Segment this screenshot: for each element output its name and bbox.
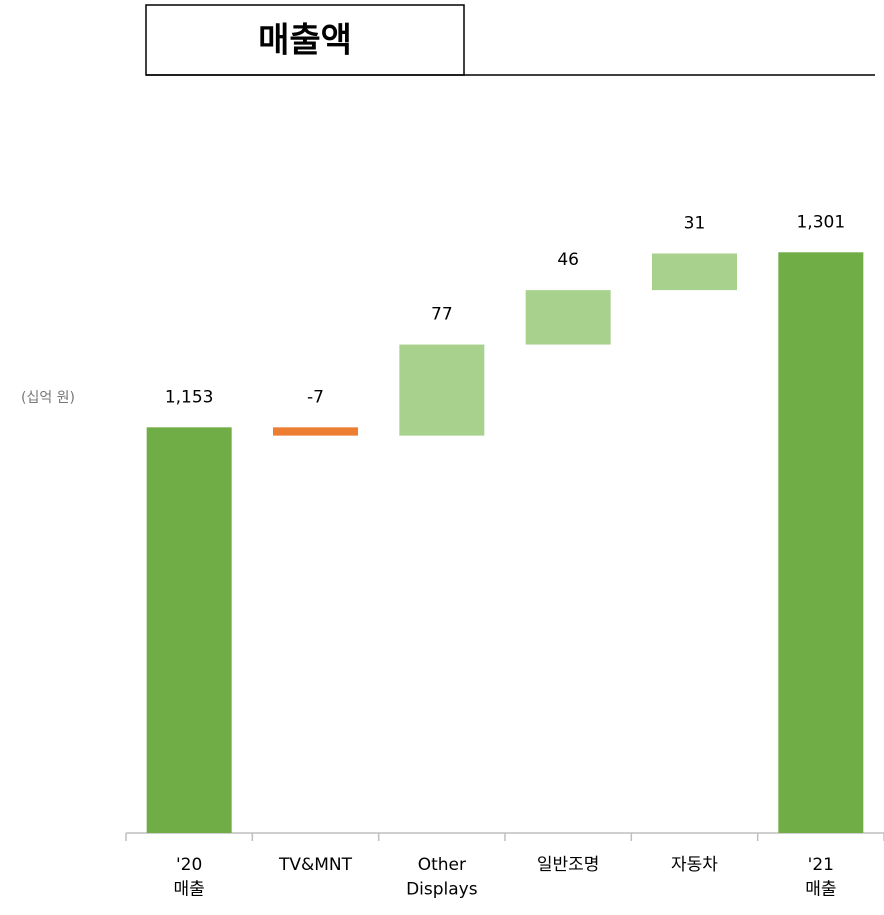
value-label: -7	[307, 387, 324, 407]
value-label: 77	[431, 305, 453, 325]
x-tick-label: TV&MNT	[278, 855, 353, 875]
bar	[146, 427, 232, 833]
bar	[778, 252, 864, 833]
unit-label: (십억 원)	[21, 390, 75, 406]
value-label: 1,301	[796, 212, 845, 232]
value-label: 46	[557, 250, 579, 270]
bar	[652, 253, 737, 291]
value-label: 31	[684, 213, 706, 233]
bar	[399, 344, 485, 436]
chart-title: 매출액	[258, 21, 352, 61]
bar	[273, 427, 358, 436]
x-tick-label: 일반조명	[537, 855, 600, 875]
value-label: 1,153	[165, 387, 214, 407]
bar	[525, 290, 611, 345]
x-tick-label: 자동차	[671, 855, 718, 875]
x-tick-label: '20 매출	[174, 855, 205, 900]
x-tick-label: '21 매출	[805, 855, 836, 900]
x-tick-label: Other Displays	[406, 855, 478, 900]
